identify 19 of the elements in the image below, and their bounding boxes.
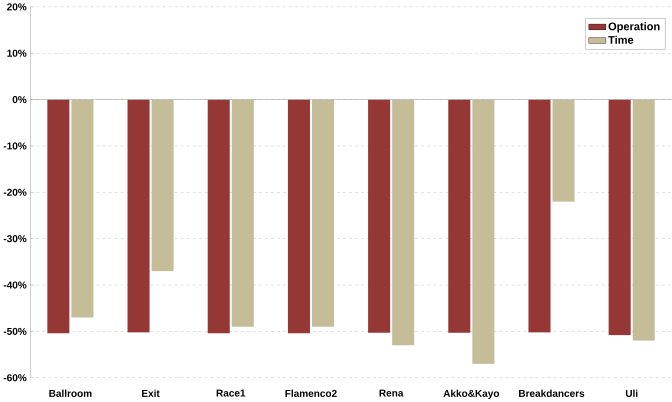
y-tick-label: 0% [12, 96, 26, 104]
y-tick-label: -20% [4, 188, 26, 196]
x-tick-label: Flamenco2 [285, 389, 337, 397]
legend-label: Operation [608, 22, 660, 32]
x-tick-label: Race1 [216, 389, 246, 396]
x-tick-label: Rena [380, 389, 404, 396]
y-tick-label: -30% [4, 235, 26, 242]
x-tick-label: Akko&Kayo [443, 389, 500, 399]
x-tick-label: Uli [626, 389, 638, 397]
y-tick-label: 10% [7, 50, 26, 57]
x-tick-label: Breakdancers [519, 389, 584, 397]
y-tick-label: -40% [4, 281, 26, 288]
y-tick-label: 20% [7, 3, 26, 10]
y-tick-label: -10% [4, 142, 26, 150]
x-tick-label: Ballroom [49, 389, 92, 397]
y-tick-label: -60% [4, 374, 26, 382]
legend-label: Time [608, 36, 634, 44]
y-tick-label: -50% [4, 328, 26, 335]
x-tick-label: Exit [142, 389, 160, 397]
